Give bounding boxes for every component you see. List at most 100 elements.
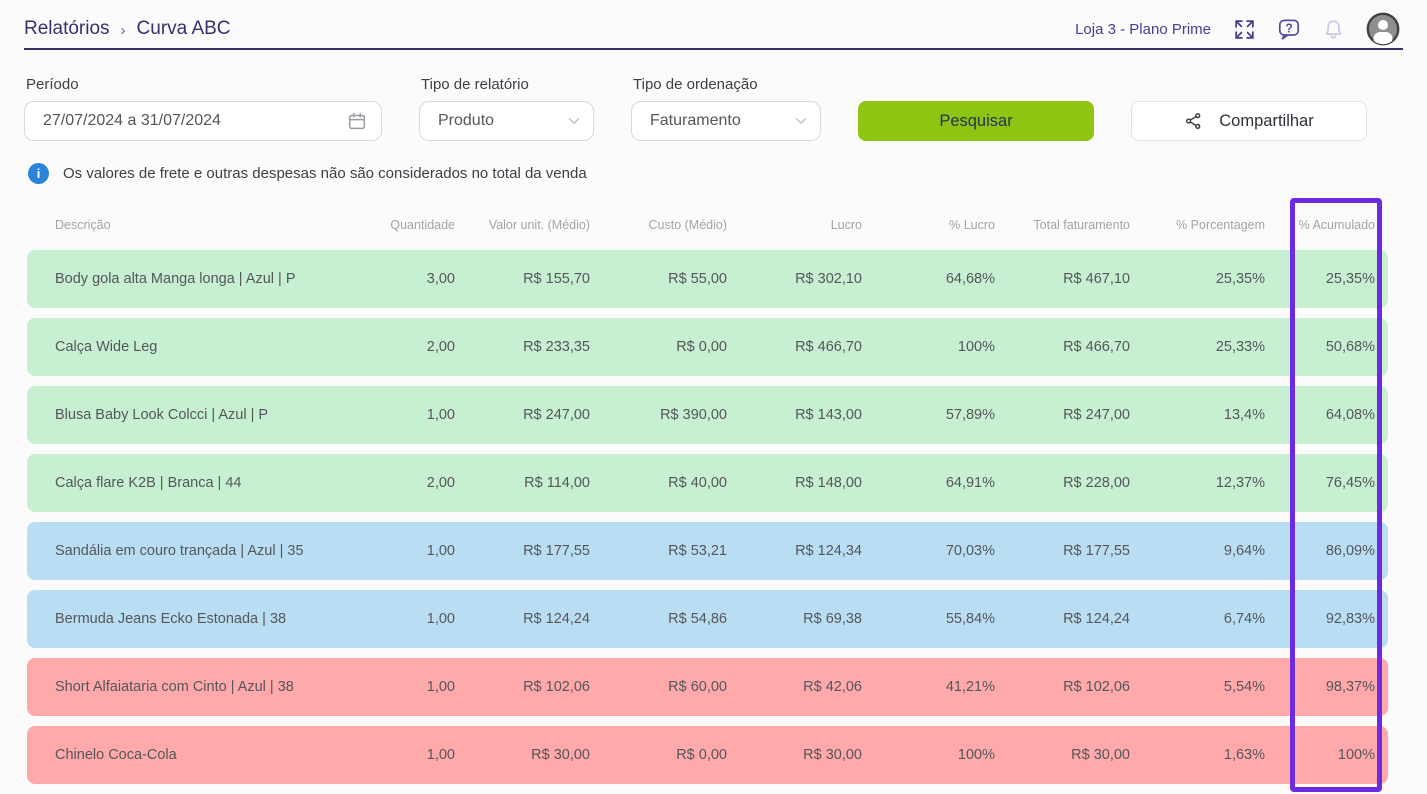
cell-unit-value: R$ 233,35 <box>523 339 590 355</box>
cell-quantity: 2,00 <box>426 475 455 491</box>
col-custo: Custo (Médio) <box>648 218 728 232</box>
fullscreen-expand-icon[interactable] <box>1232 17 1257 42</box>
cell-pct: 25,35% <box>1215 271 1265 287</box>
cell-profit: R$ 143,00 <box>795 407 862 423</box>
cell-pct: 5,54% <box>1223 679 1265 695</box>
cell-total: R$ 247,00 <box>1063 407 1130 423</box>
cell-profit-pct: 41,21% <box>945 679 995 695</box>
cell-profit-pct: 55,84% <box>945 611 995 627</box>
cell-description: Body gola alta Manga longa | Azul | P <box>55 271 296 287</box>
cell-cost: R$ 40,00 <box>668 475 727 491</box>
share-button[interactable]: Compartilhar <box>1131 101 1367 141</box>
cell-cost: R$ 0,00 <box>676 339 727 355</box>
table-row: Calça Wide Leg 2,00 R$ 233,35 R$ 0,00 R$… <box>27 318 1388 376</box>
report-type-select[interactable]: Produto <box>419 101 594 141</box>
col-pct-porcentagem: % Porcentagem <box>1176 218 1265 232</box>
breadcrumb-separator: › <box>120 21 126 39</box>
cell-profit-pct: 64,68% <box>945 271 995 287</box>
col-pct-lucro: % Lucro <box>949 218 995 232</box>
cell-cost: R$ 53,21 <box>668 543 727 559</box>
cell-profit: R$ 466,70 <box>795 339 862 355</box>
cell-profit-pct: 100% <box>957 747 995 763</box>
cell-accumulated: 64,08% <box>1325 407 1375 423</box>
cell-profit-pct: 70,03% <box>945 543 995 559</box>
cell-total: R$ 466,70 <box>1063 339 1130 355</box>
header-divider <box>24 48 1403 50</box>
cell-unit-value: R$ 102,06 <box>523 679 590 695</box>
help-chat-icon[interactable]: ? <box>1276 16 1302 42</box>
table-row: Sandália em couro trançada | Azul | 35 1… <box>27 522 1388 580</box>
cell-accumulated: 86,09% <box>1325 543 1375 559</box>
cell-cost: R$ 390,00 <box>660 407 727 423</box>
col-descricao: Descrição <box>55 218 111 232</box>
cell-pct: 13,4% <box>1223 407 1265 423</box>
sort-type-label: Tipo de ordenação <box>633 76 758 93</box>
cell-total: R$ 102,06 <box>1063 679 1130 695</box>
cell-accumulated: 76,45% <box>1325 475 1375 491</box>
share-icon <box>1184 111 1204 131</box>
cell-profit-pct: 100% <box>957 339 995 355</box>
calendar-icon[interactable] <box>346 110 368 132</box>
table-row: Bermuda Jeans Ecko Estonada | 38 1,00 R$… <box>27 590 1388 648</box>
col-lucro: Lucro <box>830 218 862 232</box>
cell-unit-value: R$ 247,00 <box>523 407 590 423</box>
breadcrumb-link-relatorios[interactable]: Relatórios <box>24 18 110 39</box>
cell-quantity: 1,00 <box>426 747 455 763</box>
cell-pct: 6,74% <box>1223 611 1265 627</box>
period-label: Período <box>26 76 79 93</box>
table-row: Body gola alta Manga longa | Azul | P 3,… <box>27 250 1388 308</box>
info-banner: i Os valores de frete e outras despesas … <box>0 141 1427 184</box>
cell-total: R$ 467,10 <box>1063 271 1130 287</box>
cell-quantity: 1,00 <box>426 407 455 423</box>
cell-unit-value: R$ 114,00 <box>524 475 590 491</box>
cell-profit: R$ 124,34 <box>795 543 862 559</box>
account-plan-label: Loja 3 - Plano Prime <box>1075 20 1211 38</box>
share-button-label: Compartilhar <box>1219 111 1314 130</box>
report-type-filter: Tipo de relatório Produto <box>419 76 594 141</box>
cell-pct: 25,33% <box>1215 339 1265 355</box>
table-row: Blusa Baby Look Colcci | Azul | P 1,00 R… <box>27 386 1388 444</box>
search-button[interactable]: Pesquisar <box>858 101 1094 141</box>
col-quantidade: Quantidade <box>390 218 455 232</box>
cell-pct: 12,37% <box>1215 475 1265 491</box>
bell-icon[interactable] <box>1321 17 1346 42</box>
table-row: Chinelo Coca-Cola 1,00 R$ 30,00 R$ 0,00 … <box>27 726 1388 784</box>
table-row: Short Alfaiataria com Cinto | Azul | 38 … <box>27 658 1388 716</box>
cell-accumulated: 50,68% <box>1325 339 1375 355</box>
cell-accumulated: 92,83% <box>1325 611 1375 627</box>
cell-description: Chinelo Coca-Cola <box>55 747 177 763</box>
topbar-actions: Loja 3 - Plano Prime ? <box>1075 11 1401 47</box>
cell-total: R$ 177,55 <box>1063 543 1130 559</box>
chevron-down-icon <box>565 112 583 130</box>
cell-quantity: 1,00 <box>426 679 455 695</box>
cell-description: Sandália em couro trançada | Azul | 35 <box>55 543 304 559</box>
info-text: Os valores de frete e outras despesas nã… <box>63 165 587 182</box>
cell-total: R$ 124,24 <box>1063 611 1130 627</box>
cell-unit-value: R$ 155,70 <box>523 271 590 287</box>
cell-total: R$ 30,00 <box>1071 747 1130 763</box>
cell-quantity: 2,00 <box>426 339 455 355</box>
cell-cost: R$ 55,00 <box>668 271 727 287</box>
cell-profit-pct: 64,91% <box>945 475 995 491</box>
cell-profit-pct: 57,89% <box>945 407 995 423</box>
cell-cost: R$ 0,00 <box>676 747 727 763</box>
cell-description: Bermuda Jeans Ecko Estonada | 38 <box>55 611 287 627</box>
cell-accumulated: 25,35% <box>1325 271 1375 287</box>
period-input[interactable] <box>29 112 309 130</box>
cell-quantity: 3,00 <box>426 271 455 287</box>
period-filter: Período <box>24 76 382 141</box>
cell-accumulated: 100% <box>1337 747 1375 763</box>
cell-cost: R$ 54,86 <box>668 611 727 627</box>
cell-total: R$ 228,00 <box>1063 475 1130 491</box>
sort-type-select[interactable]: Faturamento <box>631 101 821 141</box>
cell-cost: R$ 60,00 <box>668 679 727 695</box>
cell-profit: R$ 30,00 <box>803 747 862 763</box>
cell-description: Short Alfaiataria com Cinto | Azul | 38 <box>55 679 294 695</box>
sort-type-value: Faturamento <box>650 112 741 129</box>
avatar[interactable] <box>1365 11 1401 47</box>
cell-accumulated: 98,37% <box>1325 679 1375 695</box>
cell-profit: R$ 42,06 <box>803 679 862 695</box>
svg-text:?: ? <box>1285 21 1293 35</box>
cell-quantity: 1,00 <box>426 611 455 627</box>
report-type-value: Produto <box>438 112 495 129</box>
